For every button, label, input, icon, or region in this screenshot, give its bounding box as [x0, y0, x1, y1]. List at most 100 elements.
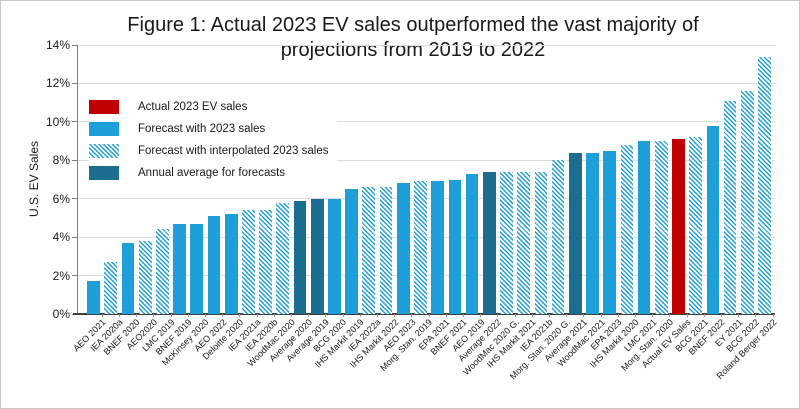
- bar-slot: AEO2020: [125, 45, 159, 352]
- legend-label: Annual average for forecasts: [138, 167, 286, 179]
- bar-slot: EPA 2023: [589, 45, 624, 352]
- bar-slot: Roland Berger 2022: [715, 45, 779, 381]
- x-axis-line: [73, 313, 775, 315]
- bar: [637, 141, 651, 314]
- y-axis-line: [77, 45, 78, 314]
- bar: [740, 91, 754, 314]
- y-tick-mark: [72, 236, 78, 238]
- y-tick-mark: [72, 121, 78, 123]
- legend-item: Annual average for forecasts: [89, 162, 329, 184]
- y-tick-mark: [72, 159, 78, 161]
- gridline: [78, 121, 775, 123]
- bar-slot: AEO 2023: [381, 45, 417, 353]
- y-tick-label: 4%: [52, 230, 70, 245]
- bar: [156, 229, 169, 314]
- legend-item: Forecast with 2023 sales: [89, 118, 329, 140]
- legend-swatch-interpolated: [89, 144, 119, 158]
- bar: [207, 216, 221, 314]
- y-tick-mark: [72, 275, 78, 277]
- bar: [293, 200, 307, 314]
- bar: [689, 137, 703, 314]
- bar: [190, 223, 204, 314]
- bar: [654, 141, 668, 314]
- bar: [723, 100, 737, 314]
- y-tick-label: 14%: [45, 38, 70, 52]
- bar: [310, 198, 324, 314]
- bar: [259, 210, 272, 314]
- bar: [500, 171, 513, 314]
- bar: [328, 198, 341, 314]
- bar-slot: AEO 2022: [192, 45, 228, 353]
- bar: [534, 171, 548, 314]
- bar: [104, 262, 118, 314]
- bars: AEO 2021 IEA 2020a BNEF 2020 AEO2020 LMC 201…: [71, 45, 779, 381]
- bar: [517, 171, 531, 314]
- bar-slot: Actual EV Sales: [640, 45, 693, 370]
- y-tick-label: 12%: [45, 76, 70, 91]
- bar: [396, 183, 410, 314]
- bar-slot: Average 2021: [543, 45, 589, 364]
- bar: [362, 187, 376, 314]
- bar: [448, 179, 462, 314]
- bar: [551, 160, 565, 314]
- bar: [431, 181, 445, 314]
- bar: [345, 189, 358, 314]
- bar-slot: BCG 2021: [673, 45, 710, 354]
- bar-slot: IHS Markit 2019: [313, 45, 366, 370]
- legend: Actual 2023 EV sales Forecast with 2023 …: [89, 95, 337, 185]
- bar-slot: IHS Markit 2020: [588, 45, 641, 370]
- bar: [173, 223, 186, 314]
- plot-area: 0% 2% 4% 6% 8% 10% 12% 14% AEO 2021 IEA 2020a BNE…: [46, 38, 779, 381]
- bar-slot: Deloitte 2020: [201, 45, 245, 362]
- bar-slot: BCG 2020: [312, 45, 349, 354]
- bar-slot: IHS Markit 2021: [485, 45, 538, 370]
- bar-slot: BNEF 2022: [687, 45, 727, 357]
- bar-slot: Average 2020: [268, 45, 314, 364]
- bar-slot: McKinsey 2020: [160, 45, 211, 368]
- y-tick-label: 0%: [52, 307, 70, 321]
- bar-slot: AEO 2019: [450, 45, 486, 353]
- bar-slot: BCG 2022: [725, 45, 761, 354]
- y-axis-title: U.S. EV Sales: [27, 140, 41, 218]
- gridline: [78, 44, 775, 46]
- bar-slot: WoodMac 2020: [245, 45, 297, 369]
- legend-swatch-forecast: [89, 122, 119, 136]
- bar: [414, 181, 427, 314]
- bar: [586, 152, 599, 314]
- bar-slot: EPA 2021: [417, 45, 452, 352]
- bar-slot: WoodMac 2021: [555, 45, 607, 369]
- legend-label: Forecast with 2023 sales: [138, 123, 266, 135]
- bar-slot: IHS Markit 2022: [347, 45, 400, 370]
- bar: [87, 281, 100, 314]
- bar: [758, 56, 771, 314]
- y-tick-label: 10%: [45, 114, 70, 129]
- bar-slot: Morg. Stan. 2020 G.: [508, 45, 572, 381]
- bar: [603, 150, 617, 314]
- bar: [379, 187, 393, 314]
- y-tick-label: 2%: [52, 268, 70, 283]
- bar-slot: BNEF 2020: [102, 45, 142, 357]
- bar-slot: IEA 2021a: [226, 45, 263, 353]
- y-tick-mark: [72, 82, 78, 84]
- bar-slot: LMC 2019: [140, 45, 176, 353]
- bar-slot: LMC 2021: [622, 45, 658, 353]
- bar-slot: AEO 2021: [71, 45, 108, 353]
- bar-slot: Average 2019: [285, 45, 331, 364]
- bar-slot: Average 2022: [457, 45, 503, 364]
- legend-swatch-average: [89, 166, 119, 180]
- bar-slot: IEA 2020a: [88, 45, 125, 353]
- bar: [672, 139, 685, 314]
- bar: [121, 242, 135, 314]
- bar: [276, 202, 290, 314]
- bar: [224, 214, 238, 314]
- bar-slot: Morg. Stan. 2019: [379, 45, 435, 373]
- legend-item: Actual 2023 EV sales: [89, 96, 329, 118]
- bar: [465, 173, 479, 314]
- bar-slot: BNEF 2021: [429, 45, 469, 357]
- bar-slot: BNEF 2019: [154, 45, 194, 357]
- bar: [568, 152, 582, 314]
- bar-slot: EY 2021: [713, 45, 744, 348]
- bar-slot: IEA 2022a: [346, 45, 383, 353]
- y-tick-mark: [72, 44, 78, 46]
